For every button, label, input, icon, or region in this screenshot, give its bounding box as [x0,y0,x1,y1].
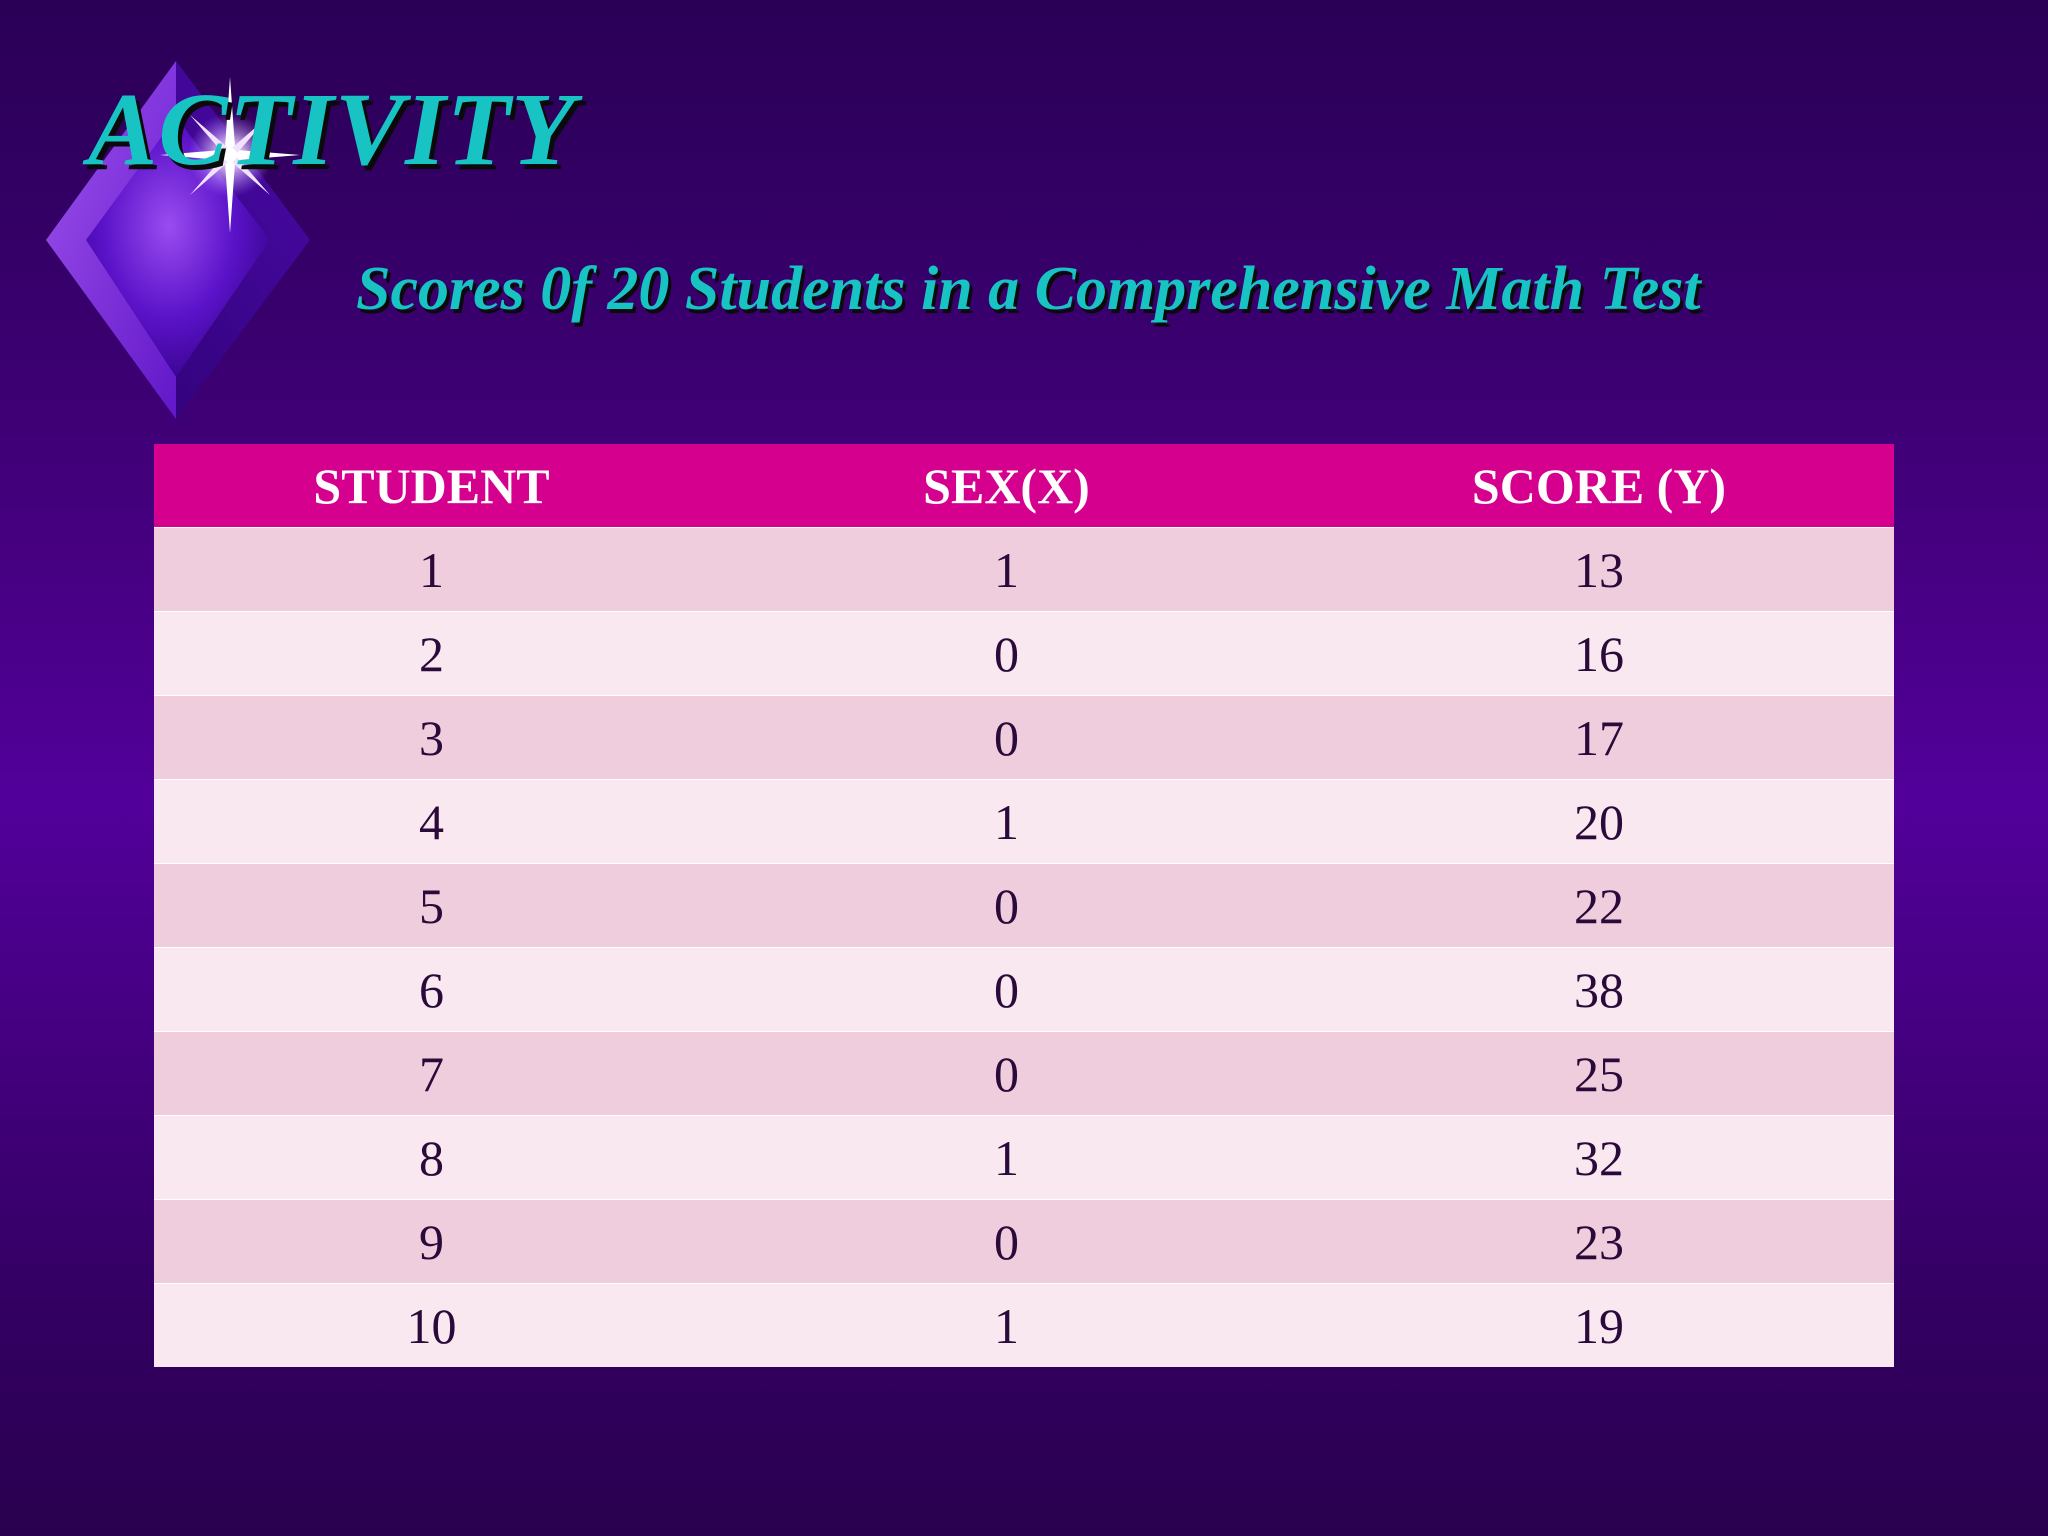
diamond-sparkle-icon [46,61,310,419]
cell-student: 8 [154,1115,709,1200]
cell-score: 38 [1304,947,1894,1032]
cell-score: 16 [1304,611,1894,696]
cell-score: 19 [1304,1283,1894,1367]
cell-sex: 1 [709,1115,1304,1200]
cell-student: 7 [154,1031,709,1116]
header-sex: SEX(X) [709,444,1304,528]
cell-sex: 0 [709,947,1304,1032]
scores-table: STUDENT SEX(X) SCORE (Y) 1 1 13 2 0 16 3… [154,444,1894,1367]
cell-score: 22 [1304,863,1894,948]
slide-subtitle: Scores 0f 20 Students in a Comprehensive… [356,255,1701,323]
table-row: 5 0 22 [154,863,1894,948]
cell-sex: 0 [709,1031,1304,1116]
cell-sex: 0 [709,863,1304,948]
table-row: 7 0 25 [154,1031,1894,1116]
cell-score: 20 [1304,779,1894,864]
cell-student: 2 [154,611,709,696]
cell-student: 4 [154,779,709,864]
header-score: SCORE (Y) [1304,444,1894,528]
table-row: 8 1 32 [154,1115,1894,1200]
cell-sex: 0 [709,695,1304,780]
table-row: 3 0 17 [154,695,1894,780]
table-row: 1 1 13 [154,527,1894,612]
cell-score: 23 [1304,1199,1894,1284]
cell-sex: 1 [709,779,1304,864]
table-row: 4 1 20 [154,779,1894,864]
cell-sex: 0 [709,611,1304,696]
cell-student: 10 [154,1283,709,1367]
table-row: 9 0 23 [154,1199,1894,1284]
cell-sex: 1 [709,1283,1304,1367]
cell-score: 25 [1304,1031,1894,1116]
cell-student: 5 [154,863,709,948]
table-row: 10 1 19 [154,1283,1894,1367]
slide-title: ACTIVITY [88,72,576,187]
header-student: STUDENT [154,444,709,528]
cell-score: 13 [1304,527,1894,612]
table-header-row: STUDENT SEX(X) SCORE (Y) [154,444,1894,528]
cell-score: 32 [1304,1115,1894,1200]
cell-student: 3 [154,695,709,780]
cell-sex: 1 [709,527,1304,612]
cell-student: 1 [154,527,709,612]
table-row: 6 0 38 [154,947,1894,1032]
cell-student: 6 [154,947,709,1032]
cell-student: 9 [154,1199,709,1284]
cell-score: 17 [1304,695,1894,780]
cell-sex: 0 [709,1199,1304,1284]
table-row: 2 0 16 [154,611,1894,696]
